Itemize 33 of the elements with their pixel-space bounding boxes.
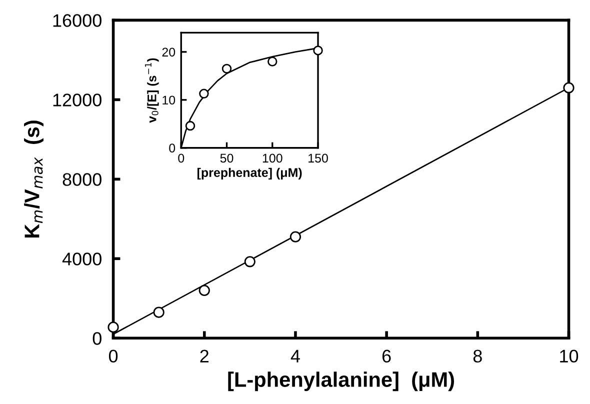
y-axis-title: v$_{0}$/[E] (s$^{−1}$) (145, 58, 159, 123)
x-tick-label: 50 (220, 154, 234, 163)
y-tick-label: 0 (169, 144, 176, 153)
point (185, 120, 196, 131)
point (222, 64, 232, 74)
y-axis-title: K$_{m}$/V$_{max}$ (s) (24, 120, 44, 238)
x-tick-label: 10 (560, 350, 578, 363)
y-tick-label: 8000 (62, 173, 102, 186)
x-tick-label: 0 (108, 350, 118, 363)
point (268, 56, 278, 66)
y-tick-label: 20 (162, 48, 176, 57)
x-tick-label: 2 (200, 350, 208, 362)
y-tick-label: 12000 (53, 94, 102, 106)
x-axis-title: [L-phenylalanine] (μM) (228, 372, 454, 392)
y-tick-label: 10 (162, 96, 176, 105)
y-tick-label: 16000 (53, 14, 102, 27)
x-tick-label: 150 (308, 154, 328, 163)
point (153, 306, 164, 318)
point (198, 284, 210, 296)
x-tick-label: 8 (473, 350, 482, 363)
x-axis-title: [prephenate] (μM) (197, 168, 302, 180)
y-tick-label: 0 (92, 332, 102, 345)
point (108, 322, 119, 333)
x-tick-label: 0 (178, 154, 184, 163)
x-tick-label: 6 (382, 350, 391, 363)
point (313, 46, 323, 56)
point (290, 231, 302, 242)
x-tick-label: 4 (290, 350, 300, 362)
x-tick-label: 100 (262, 154, 282, 163)
point (244, 256, 256, 268)
y-tick-label: 4000 (62, 252, 102, 266)
point (563, 82, 574, 94)
point (199, 88, 209, 99)
